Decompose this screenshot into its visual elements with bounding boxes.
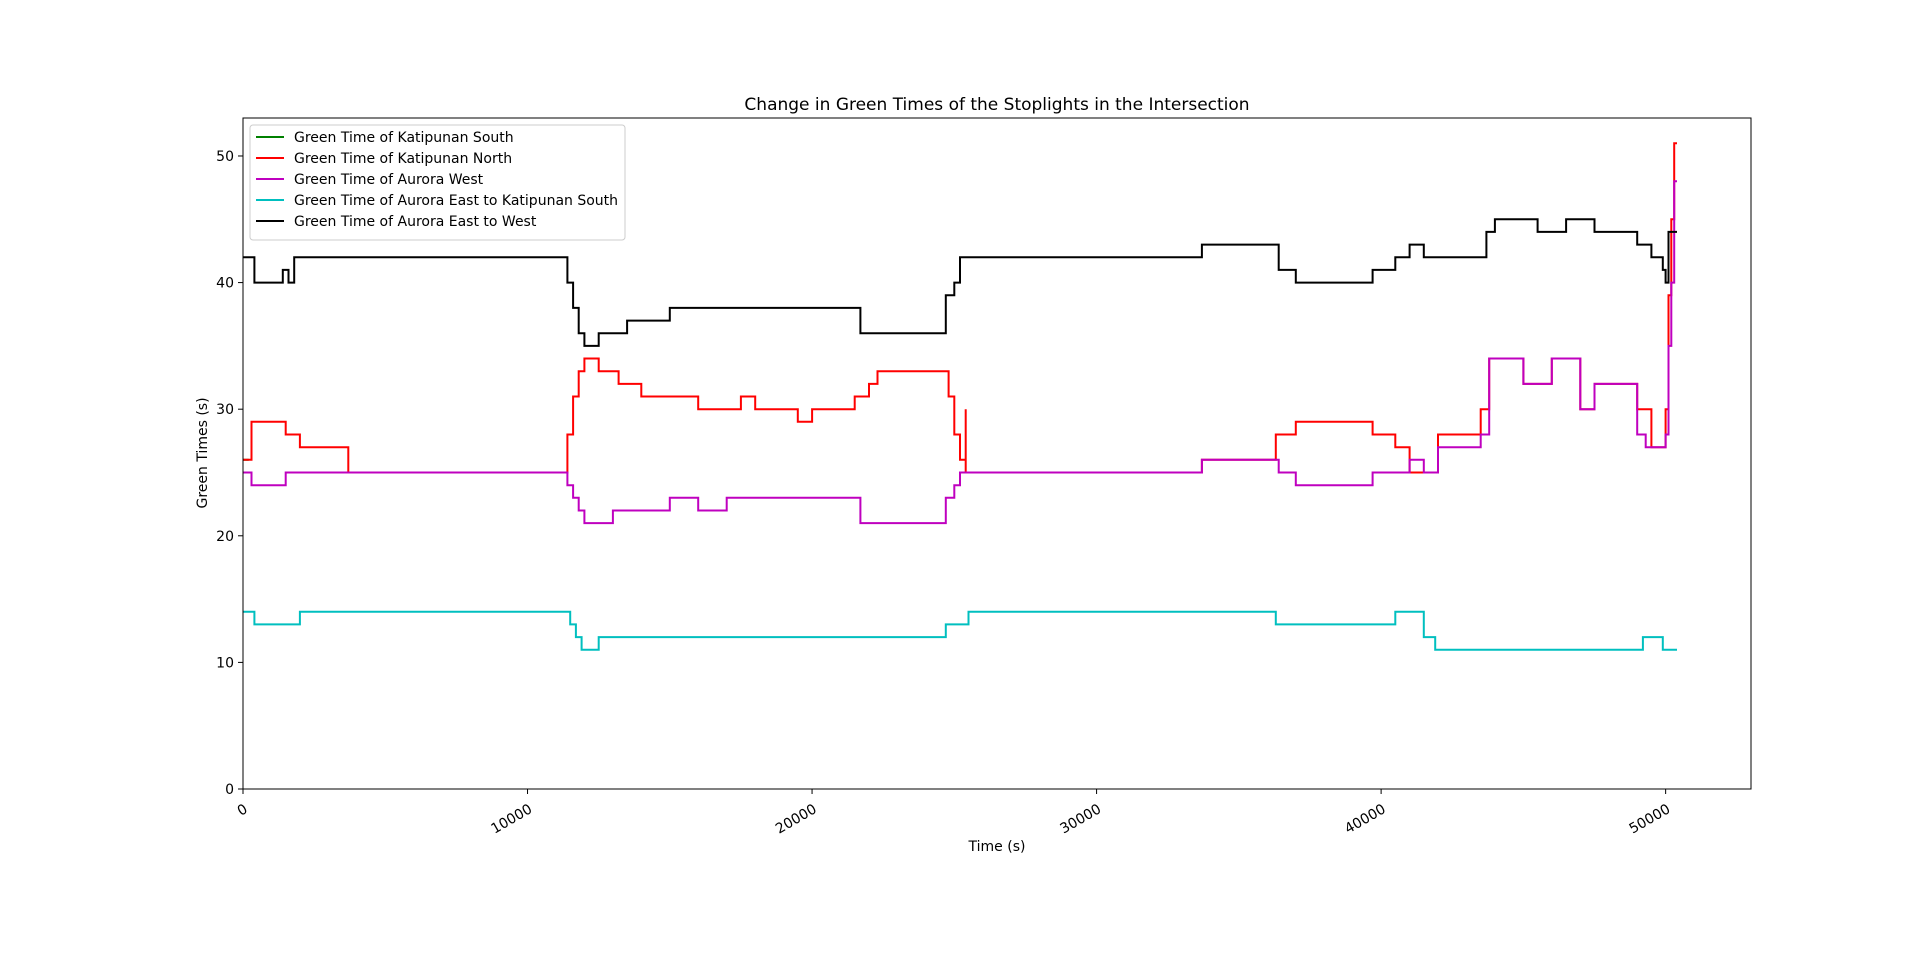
y-tick-label: 40 bbox=[216, 276, 234, 292]
x-axis-label: Time (s) bbox=[968, 839, 1026, 855]
x-tick-label: 20000 bbox=[773, 801, 820, 837]
x-tick-label: 0 bbox=[235, 801, 251, 819]
plot-frame bbox=[242, 117, 1752, 790]
series-line-3 bbox=[243, 180, 1677, 525]
x-tick-label: 10000 bbox=[488, 801, 535, 837]
x-tick-label: 40000 bbox=[1342, 801, 1389, 837]
legend-box bbox=[249, 124, 626, 241]
legend-label-1: Green Time of Katipunan South bbox=[294, 130, 514, 146]
y-tick-label: 30 bbox=[216, 402, 234, 418]
legend: Green Time of Katipunan South Green Time … bbox=[249, 124, 626, 241]
x-tick-label: 30000 bbox=[1058, 801, 1105, 837]
y-tick-label: 20 bbox=[216, 529, 234, 545]
chart-title: Change in Green Times of the Stoplights … bbox=[744, 95, 1249, 115]
legend-label-4: Green Time of Aurora East to Katipunan S… bbox=[294, 193, 618, 209]
y-tick-label: 50 bbox=[216, 149, 234, 165]
legend-label-2: Green Time of Katipunan North bbox=[294, 151, 512, 167]
y-tick-label: 0 bbox=[225, 782, 234, 798]
series-line-5 bbox=[243, 218, 1677, 347]
plot-layer bbox=[243, 142, 1677, 651]
y-axis-label: Green Times (s) bbox=[195, 397, 211, 508]
y-tick-label: 10 bbox=[216, 655, 234, 671]
x-axis: 0 10000 20000 30000 40000 50000 bbox=[235, 789, 1673, 837]
legend-label-3: Green Time of Aurora West bbox=[294, 172, 484, 188]
y-axis: 0 10 20 30 40 50 bbox=[216, 149, 243, 798]
x-tick-label: 50000 bbox=[1627, 801, 1674, 837]
legend-label-5: Green Time of Aurora East to West bbox=[294, 214, 537, 230]
series-line-4 bbox=[243, 610, 1677, 651]
